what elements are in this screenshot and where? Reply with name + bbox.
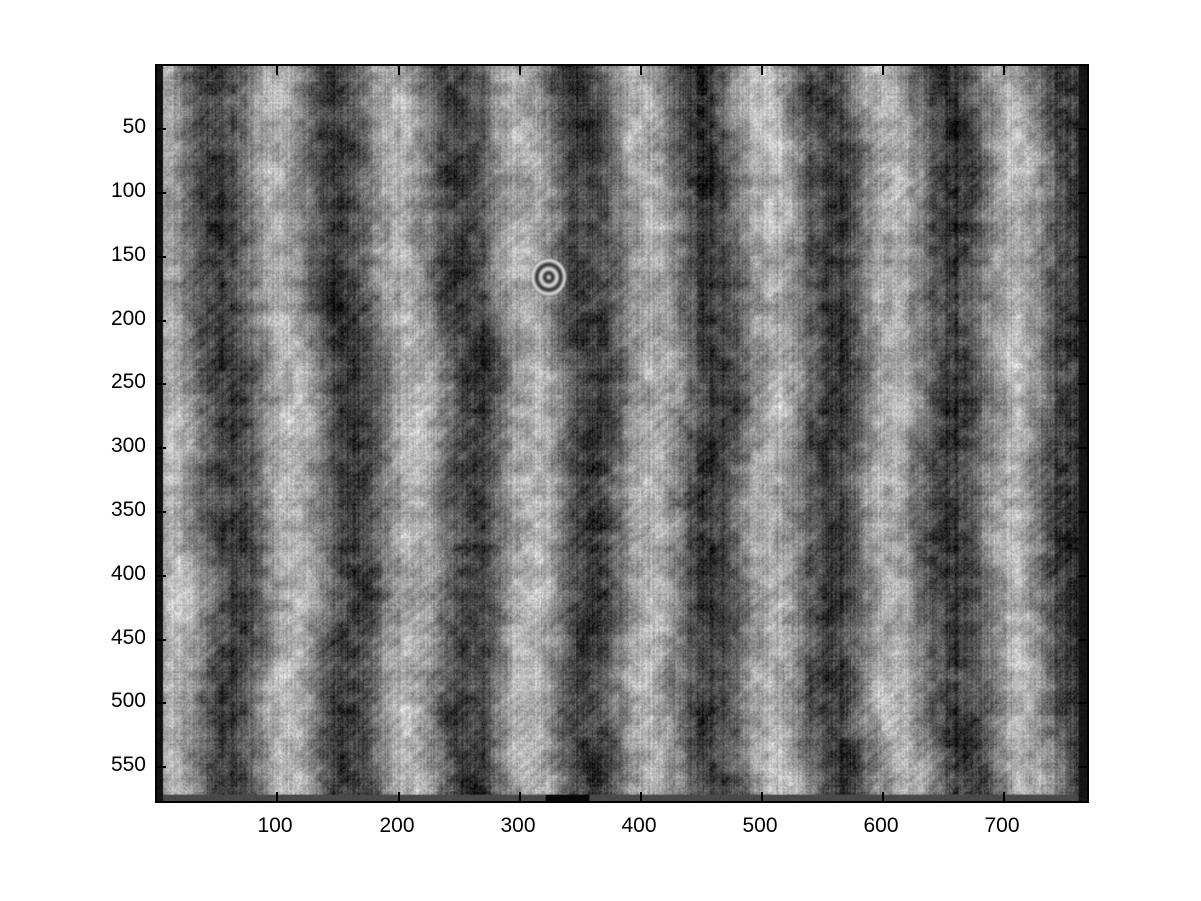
- y-tick-right: [1078, 383, 1087, 385]
- y-tick: [157, 320, 166, 322]
- x-tick-label: 200: [379, 814, 415, 837]
- x-tick: [276, 792, 278, 801]
- x-tick-top: [640, 66, 642, 75]
- y-tick: [157, 383, 166, 385]
- y-tick-right: [1078, 575, 1087, 577]
- y-tick-label: 150: [110, 243, 146, 266]
- x-tick-top: [761, 66, 763, 75]
- y-tick-right: [1078, 702, 1087, 704]
- x-tick-top: [882, 66, 884, 75]
- x-tick-top: [519, 66, 521, 75]
- y-tick: [157, 128, 166, 130]
- x-tick: [640, 792, 642, 801]
- y-tick-label: 500: [110, 689, 146, 712]
- y-tick-right: [1078, 447, 1087, 449]
- y-tick: [157, 256, 166, 258]
- y-tick-label: 250: [110, 370, 146, 393]
- x-tick: [519, 792, 521, 801]
- interferogram-image: [157, 66, 1087, 801]
- y-tick: [157, 639, 166, 641]
- x-tick: [398, 792, 400, 801]
- y-tick-right: [1078, 192, 1087, 194]
- y-tick-right: [1078, 639, 1087, 641]
- y-tick-right: [1078, 511, 1087, 513]
- x-tick-label: 500: [742, 814, 778, 837]
- x-tick-label: 700: [984, 814, 1020, 837]
- y-tick: [157, 192, 166, 194]
- x-tick-label: 300: [500, 814, 536, 837]
- y-tick-label: 550: [110, 753, 146, 776]
- y-tick-label: 400: [110, 562, 146, 585]
- y-tick-label: 100: [110, 179, 146, 202]
- y-tick-label: 350: [110, 498, 146, 521]
- y-tick-right: [1078, 128, 1087, 130]
- y-tick-right: [1078, 256, 1087, 258]
- plot-axes: [155, 64, 1089, 803]
- y-tick-label: 300: [110, 434, 146, 457]
- y-tick-label: 50: [122, 115, 146, 138]
- x-tick: [1003, 792, 1005, 801]
- x-tick-label: 400: [621, 814, 657, 837]
- x-tick-top: [1003, 66, 1005, 75]
- x-tick-top: [276, 66, 278, 75]
- y-tick: [157, 511, 166, 513]
- x-tick-top: [398, 66, 400, 75]
- y-tick-right: [1078, 766, 1087, 768]
- y-tick-label: 450: [110, 626, 146, 649]
- x-tick-label: 600: [863, 814, 899, 837]
- y-tick: [157, 575, 166, 577]
- x-tick: [882, 792, 884, 801]
- y-tick-label: 200: [110, 307, 146, 330]
- y-tick-right: [1078, 320, 1087, 322]
- y-tick: [157, 702, 166, 704]
- x-tick-label: 100: [257, 814, 293, 837]
- x-tick: [761, 792, 763, 801]
- y-tick: [157, 766, 166, 768]
- y-tick: [157, 447, 166, 449]
